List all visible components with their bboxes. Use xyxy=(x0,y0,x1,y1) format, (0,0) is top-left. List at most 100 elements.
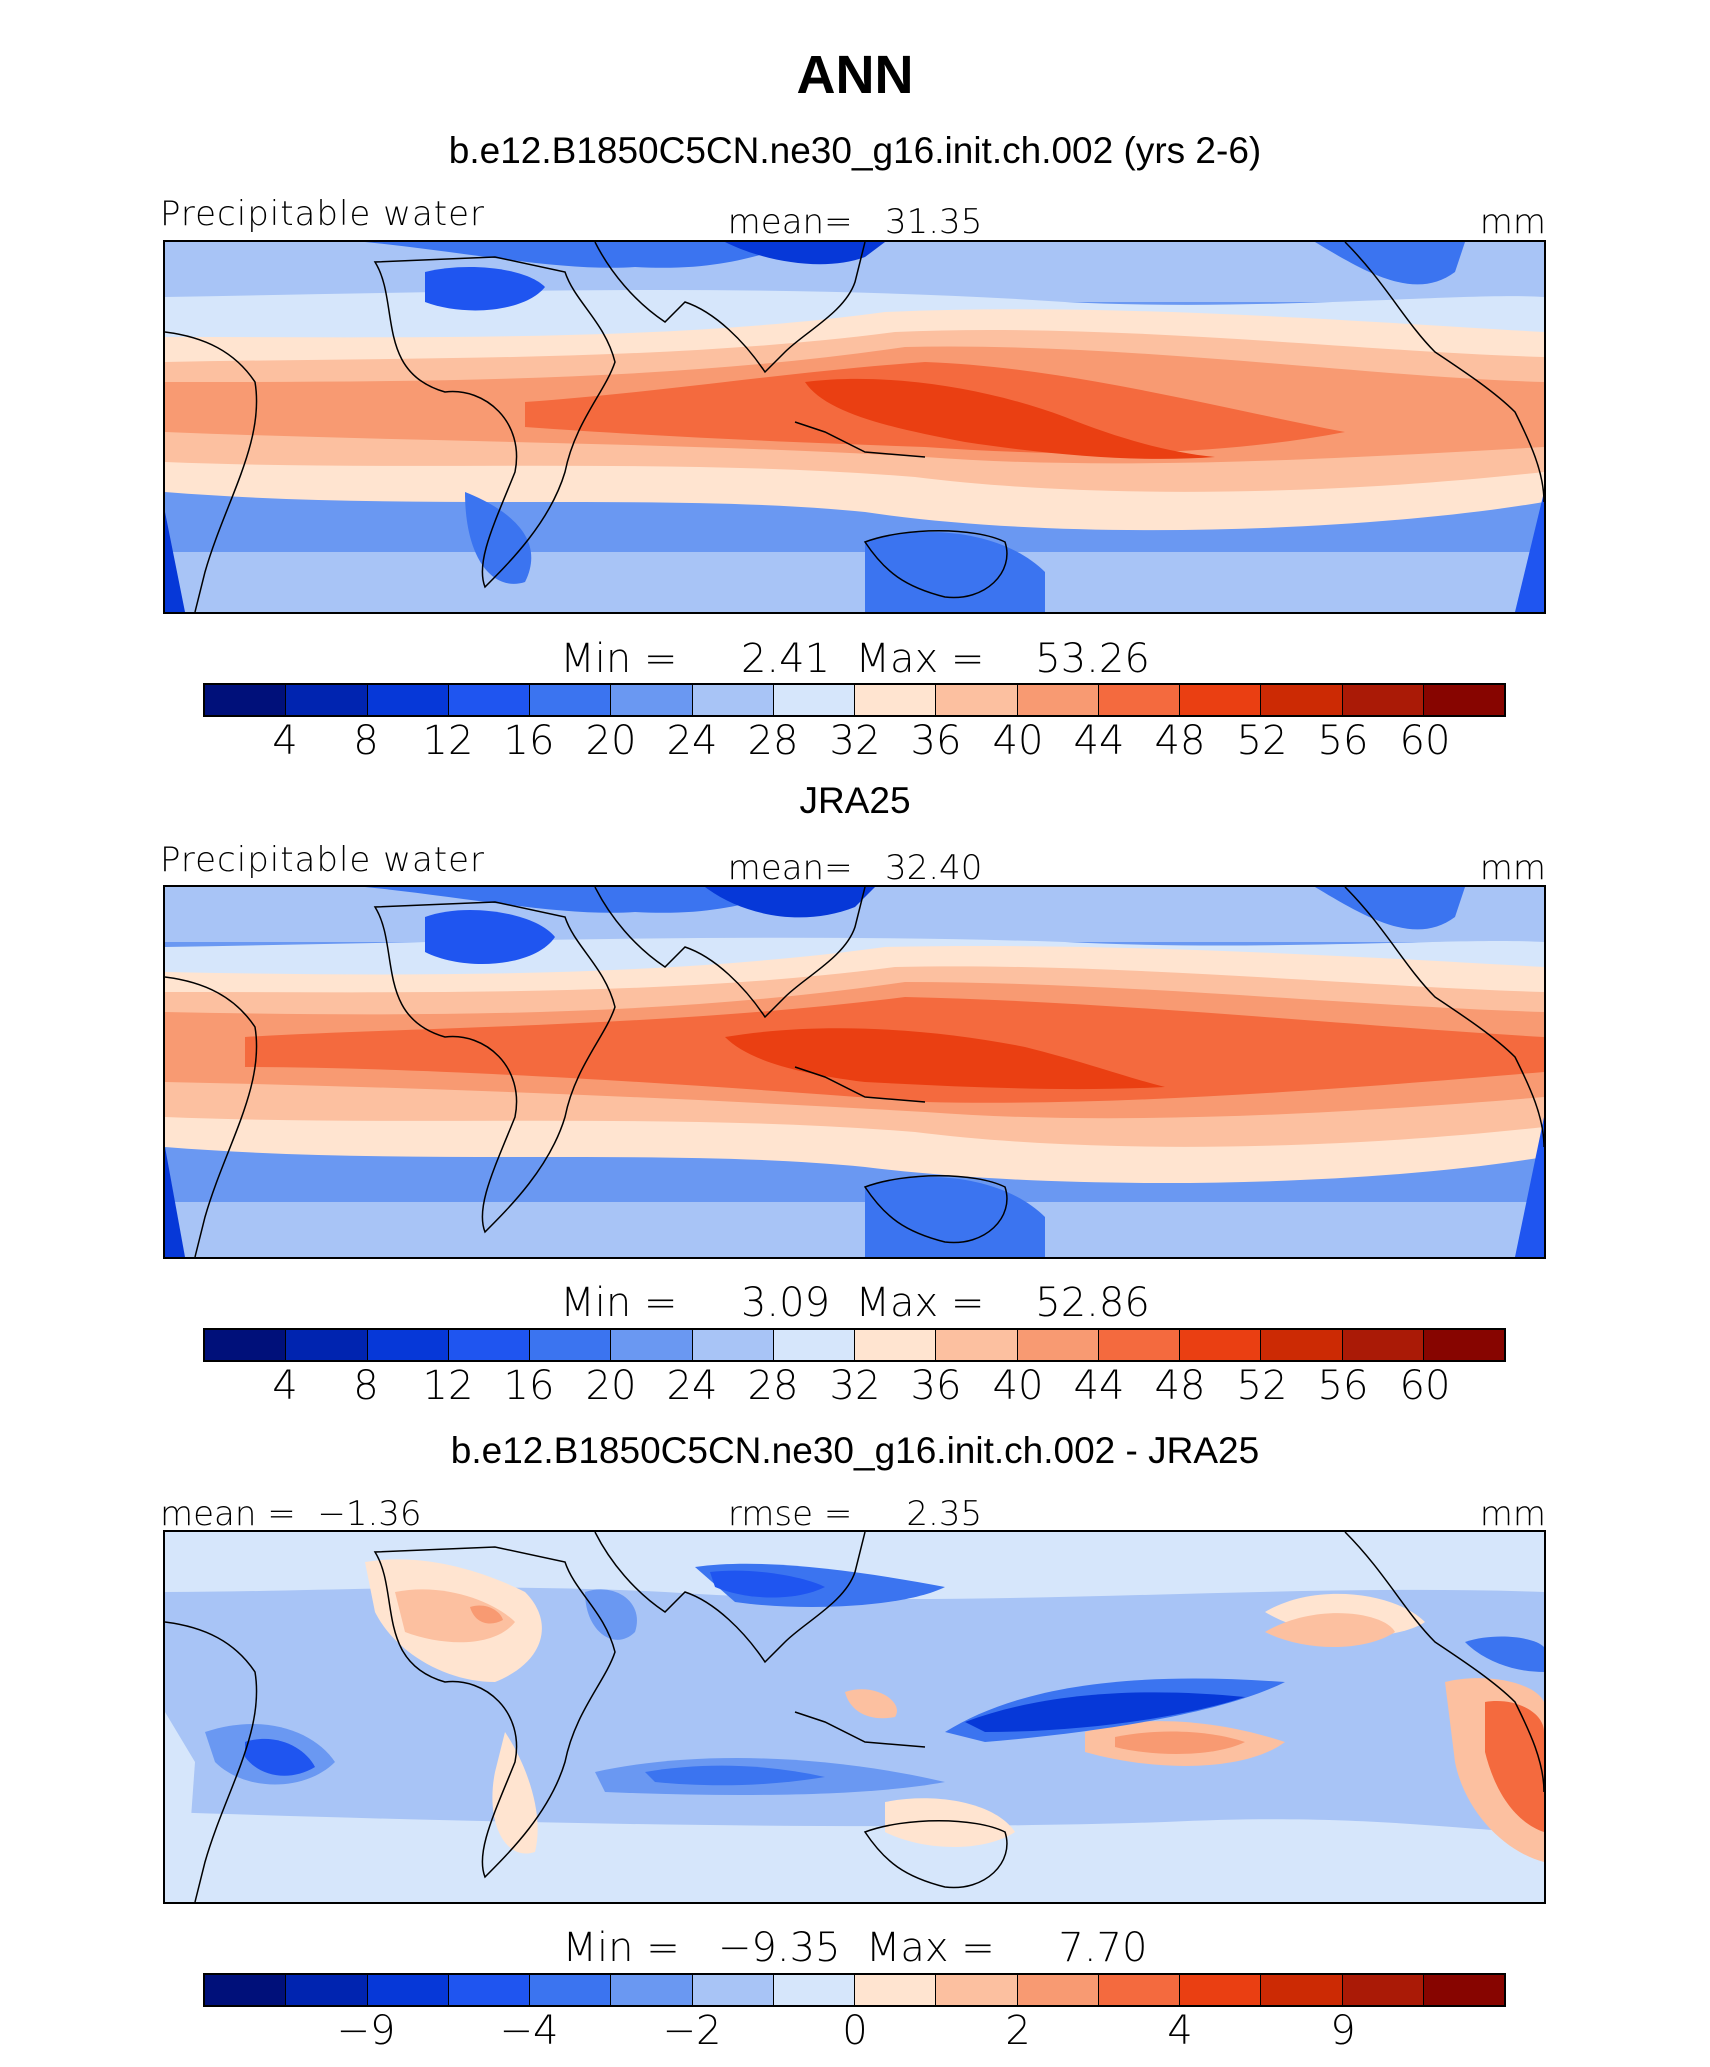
colorbar-box xyxy=(286,1975,368,2005)
colorbar-box xyxy=(1098,1975,1180,2005)
colorbar-box xyxy=(205,685,287,715)
colorbar-box xyxy=(286,685,368,715)
colorbar-box xyxy=(1017,1330,1099,1360)
colorbar-box xyxy=(692,685,774,715)
colorbar-tick-label: 56 xyxy=(1317,718,1369,764)
colorbar-tick-label: 40 xyxy=(992,1363,1044,1409)
colorbar-box xyxy=(855,1330,937,1360)
colorbar-box xyxy=(1180,1330,1262,1360)
panel-2-precip-field xyxy=(165,887,1544,1257)
colorbar-box xyxy=(1017,1975,1099,2005)
colorbar-tick-label: 32 xyxy=(829,718,881,764)
colorbar-box xyxy=(367,1975,449,2005)
panel-1-subtitle: b.e12.B1850C5CN.ne30_g16.init.ch.002 (yr… xyxy=(448,130,1262,171)
panel-3-colorbar xyxy=(203,1973,1506,2007)
colorbar-tick-label: 52 xyxy=(1236,718,1288,764)
colorbar-tick-label: 36 xyxy=(910,1363,962,1409)
colorbar-box xyxy=(1423,1975,1504,2005)
colorbar-box xyxy=(611,1975,693,2005)
colorbar-box xyxy=(1261,1330,1343,1360)
colorbar-box xyxy=(530,1330,612,1360)
colorbar-box xyxy=(1342,685,1424,715)
panel-3-rmse-label: rmse = 2.35 xyxy=(727,1494,983,1534)
colorbar-tick-label: 24 xyxy=(666,1363,718,1409)
colorbar-tick-label: 2 xyxy=(1005,2008,1031,2054)
panel-1-map xyxy=(163,240,1546,614)
panel-3-coastlines xyxy=(165,1532,1544,1902)
colorbar-box xyxy=(448,1330,530,1360)
colorbar-box xyxy=(1423,1330,1504,1360)
colorbar-tick-label: 52 xyxy=(1236,1363,1288,1409)
colorbar-box xyxy=(1180,1975,1262,2005)
colorbar-tick-label: 28 xyxy=(747,1363,799,1409)
colorbar-box xyxy=(530,1975,612,2005)
colorbar-box xyxy=(367,685,449,715)
colorbar-tick-label: 36 xyxy=(910,718,962,764)
colorbar-box xyxy=(773,1330,855,1360)
panel-2-subtitle: JRA25 xyxy=(799,780,911,821)
colorbar-box xyxy=(855,685,937,715)
colorbar-tick-label: 32 xyxy=(829,1363,881,1409)
colorbar-box xyxy=(1342,1975,1424,2005)
panel-2-colorbar xyxy=(203,1328,1506,1362)
colorbar-box xyxy=(936,1330,1018,1360)
colorbar-box xyxy=(367,1330,449,1360)
figure-title: ANN xyxy=(796,45,914,105)
colorbar-tick-label: 0 xyxy=(842,2008,868,2054)
colorbar-tick-label: 60 xyxy=(1399,1363,1451,1409)
colorbar-tick-label: 48 xyxy=(1154,1363,1206,1409)
colorbar-box xyxy=(286,1330,368,1360)
panel-2-map xyxy=(163,885,1546,1259)
colorbar-box xyxy=(448,685,530,715)
colorbar-box xyxy=(448,1975,530,2005)
colorbar-box xyxy=(773,1975,855,2005)
panel-1-mean-label: mean= 31.35 xyxy=(727,202,983,242)
colorbar-tick-label: 20 xyxy=(585,718,637,764)
colorbar-box xyxy=(611,1330,693,1360)
colorbar-tick-label: 4 xyxy=(272,718,298,764)
colorbar-box xyxy=(692,1330,774,1360)
panel-3-subtitle: b.e12.B1850C5CN.ne30_g16.init.ch.002 - J… xyxy=(450,1430,1260,1471)
colorbar-box xyxy=(530,685,612,715)
colorbar-tick-label: 20 xyxy=(585,1363,637,1409)
colorbar-tick-label: 4 xyxy=(1167,2008,1193,2054)
colorbar-box xyxy=(692,1975,774,2005)
colorbar-box xyxy=(936,685,1018,715)
colorbar-tick-label: 44 xyxy=(1073,718,1125,764)
panel-3-mean-label: mean = −1.36 xyxy=(160,1494,422,1534)
colorbar-tick-label: 24 xyxy=(666,718,718,764)
colorbar-box xyxy=(1342,1330,1424,1360)
colorbar-box xyxy=(855,1975,937,2005)
colorbar-box xyxy=(205,1975,287,2005)
panel-1-colorbar-ticks: 4 8 12 16 20 24 28 32 36 40 44 48 52 56 … xyxy=(0,718,1710,768)
panel-3-minmax: Min = −9.35 Max = 7.70 xyxy=(562,1925,1148,1971)
colorbar-box xyxy=(936,1975,1018,2005)
colorbar-tick-label: 60 xyxy=(1399,718,1451,764)
colorbar-tick-label: 8 xyxy=(353,718,379,764)
colorbar-tick-label: 16 xyxy=(503,718,555,764)
colorbar-tick-label: 16 xyxy=(503,1363,555,1409)
colorbar-box xyxy=(1098,1330,1180,1360)
panel-1-precip-field xyxy=(165,242,1544,612)
panel-1-coastlines xyxy=(165,242,1544,612)
panel-1-variable-label: Precipitable water xyxy=(160,194,486,234)
colorbar-tick-label: 9 xyxy=(1330,2008,1356,2054)
colorbar-tick-label: 8 xyxy=(353,1363,379,1409)
panel-3-units: mm xyxy=(1479,1494,1546,1534)
colorbar-box xyxy=(1017,685,1099,715)
panel-3-map xyxy=(163,1530,1546,1904)
colorbar-box xyxy=(611,685,693,715)
panel-2-colorbar-ticks: 4 8 12 16 20 24 28 32 36 40 44 48 52 56 … xyxy=(0,1363,1710,1413)
colorbar-box xyxy=(1180,685,1262,715)
panel-2-mean-label: mean= 32.40 xyxy=(727,848,983,888)
panel-2-minmax: Min = 3.09 Max = 52.86 xyxy=(560,1280,1150,1326)
colorbar-tick-label: −4 xyxy=(499,2008,559,2054)
colorbar-tick-label: 12 xyxy=(422,718,474,764)
panel-2-units: mm xyxy=(1479,848,1546,888)
colorbar-tick-label: 40 xyxy=(992,718,1044,764)
panel-1-minmax: Min = 2.41 Max = 53.26 xyxy=(560,636,1150,682)
colorbar-box xyxy=(1423,685,1504,715)
panel-2-variable-label: Precipitable water xyxy=(160,840,486,880)
colorbar-box xyxy=(1261,685,1343,715)
panel-2-coastlines xyxy=(165,887,1544,1257)
